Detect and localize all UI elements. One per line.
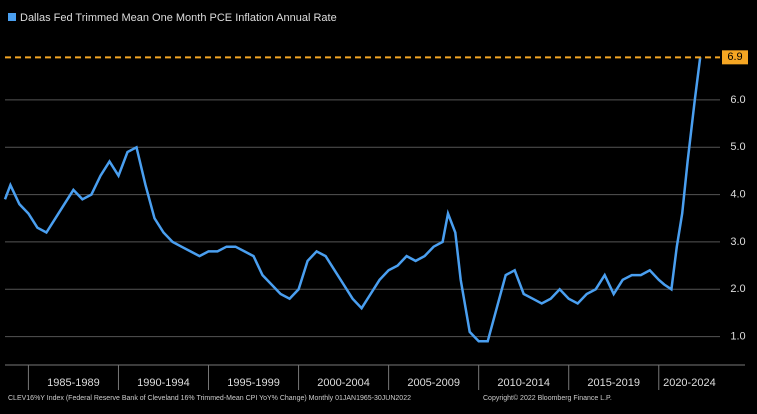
y-tick-label: 6.0 bbox=[730, 94, 745, 106]
y-tick-label: 4.0 bbox=[730, 189, 745, 201]
last-value-box bbox=[722, 50, 748, 65]
x-tick-label: 2020-2024 bbox=[663, 377, 716, 389]
last-value-label: 6.9 bbox=[727, 51, 742, 63]
data-line bbox=[3, 57, 702, 343]
y-tick-label: 3.0 bbox=[730, 236, 745, 248]
y-tick-label: 2.0 bbox=[730, 283, 745, 295]
footer: CLEV16%Y Index (Federal Reserve Bank of … bbox=[8, 395, 411, 402]
x-tick-label: 2000-2004 bbox=[317, 377, 370, 389]
x-tick-label: 2010-2014 bbox=[497, 377, 550, 389]
y-tick-label: 1.0 bbox=[730, 331, 745, 343]
legend-swatch bbox=[8, 13, 16, 21]
x-tick-label: 1990-1994 bbox=[137, 377, 190, 389]
x-tick-label: 1985-1989 bbox=[47, 377, 100, 389]
x-tick-label: 2005-2009 bbox=[407, 377, 460, 389]
chart-title: Dallas Fed Trimmed Mean One Month PCE In… bbox=[20, 12, 337, 24]
copyright: Copyright© 2022 Bloomberg Finance L.P. bbox=[483, 394, 612, 402]
x-tick-label: 2015-2019 bbox=[587, 377, 640, 389]
x-tick-label: 1995-1999 bbox=[227, 377, 280, 389]
y-tick-label: 5.0 bbox=[730, 141, 745, 153]
